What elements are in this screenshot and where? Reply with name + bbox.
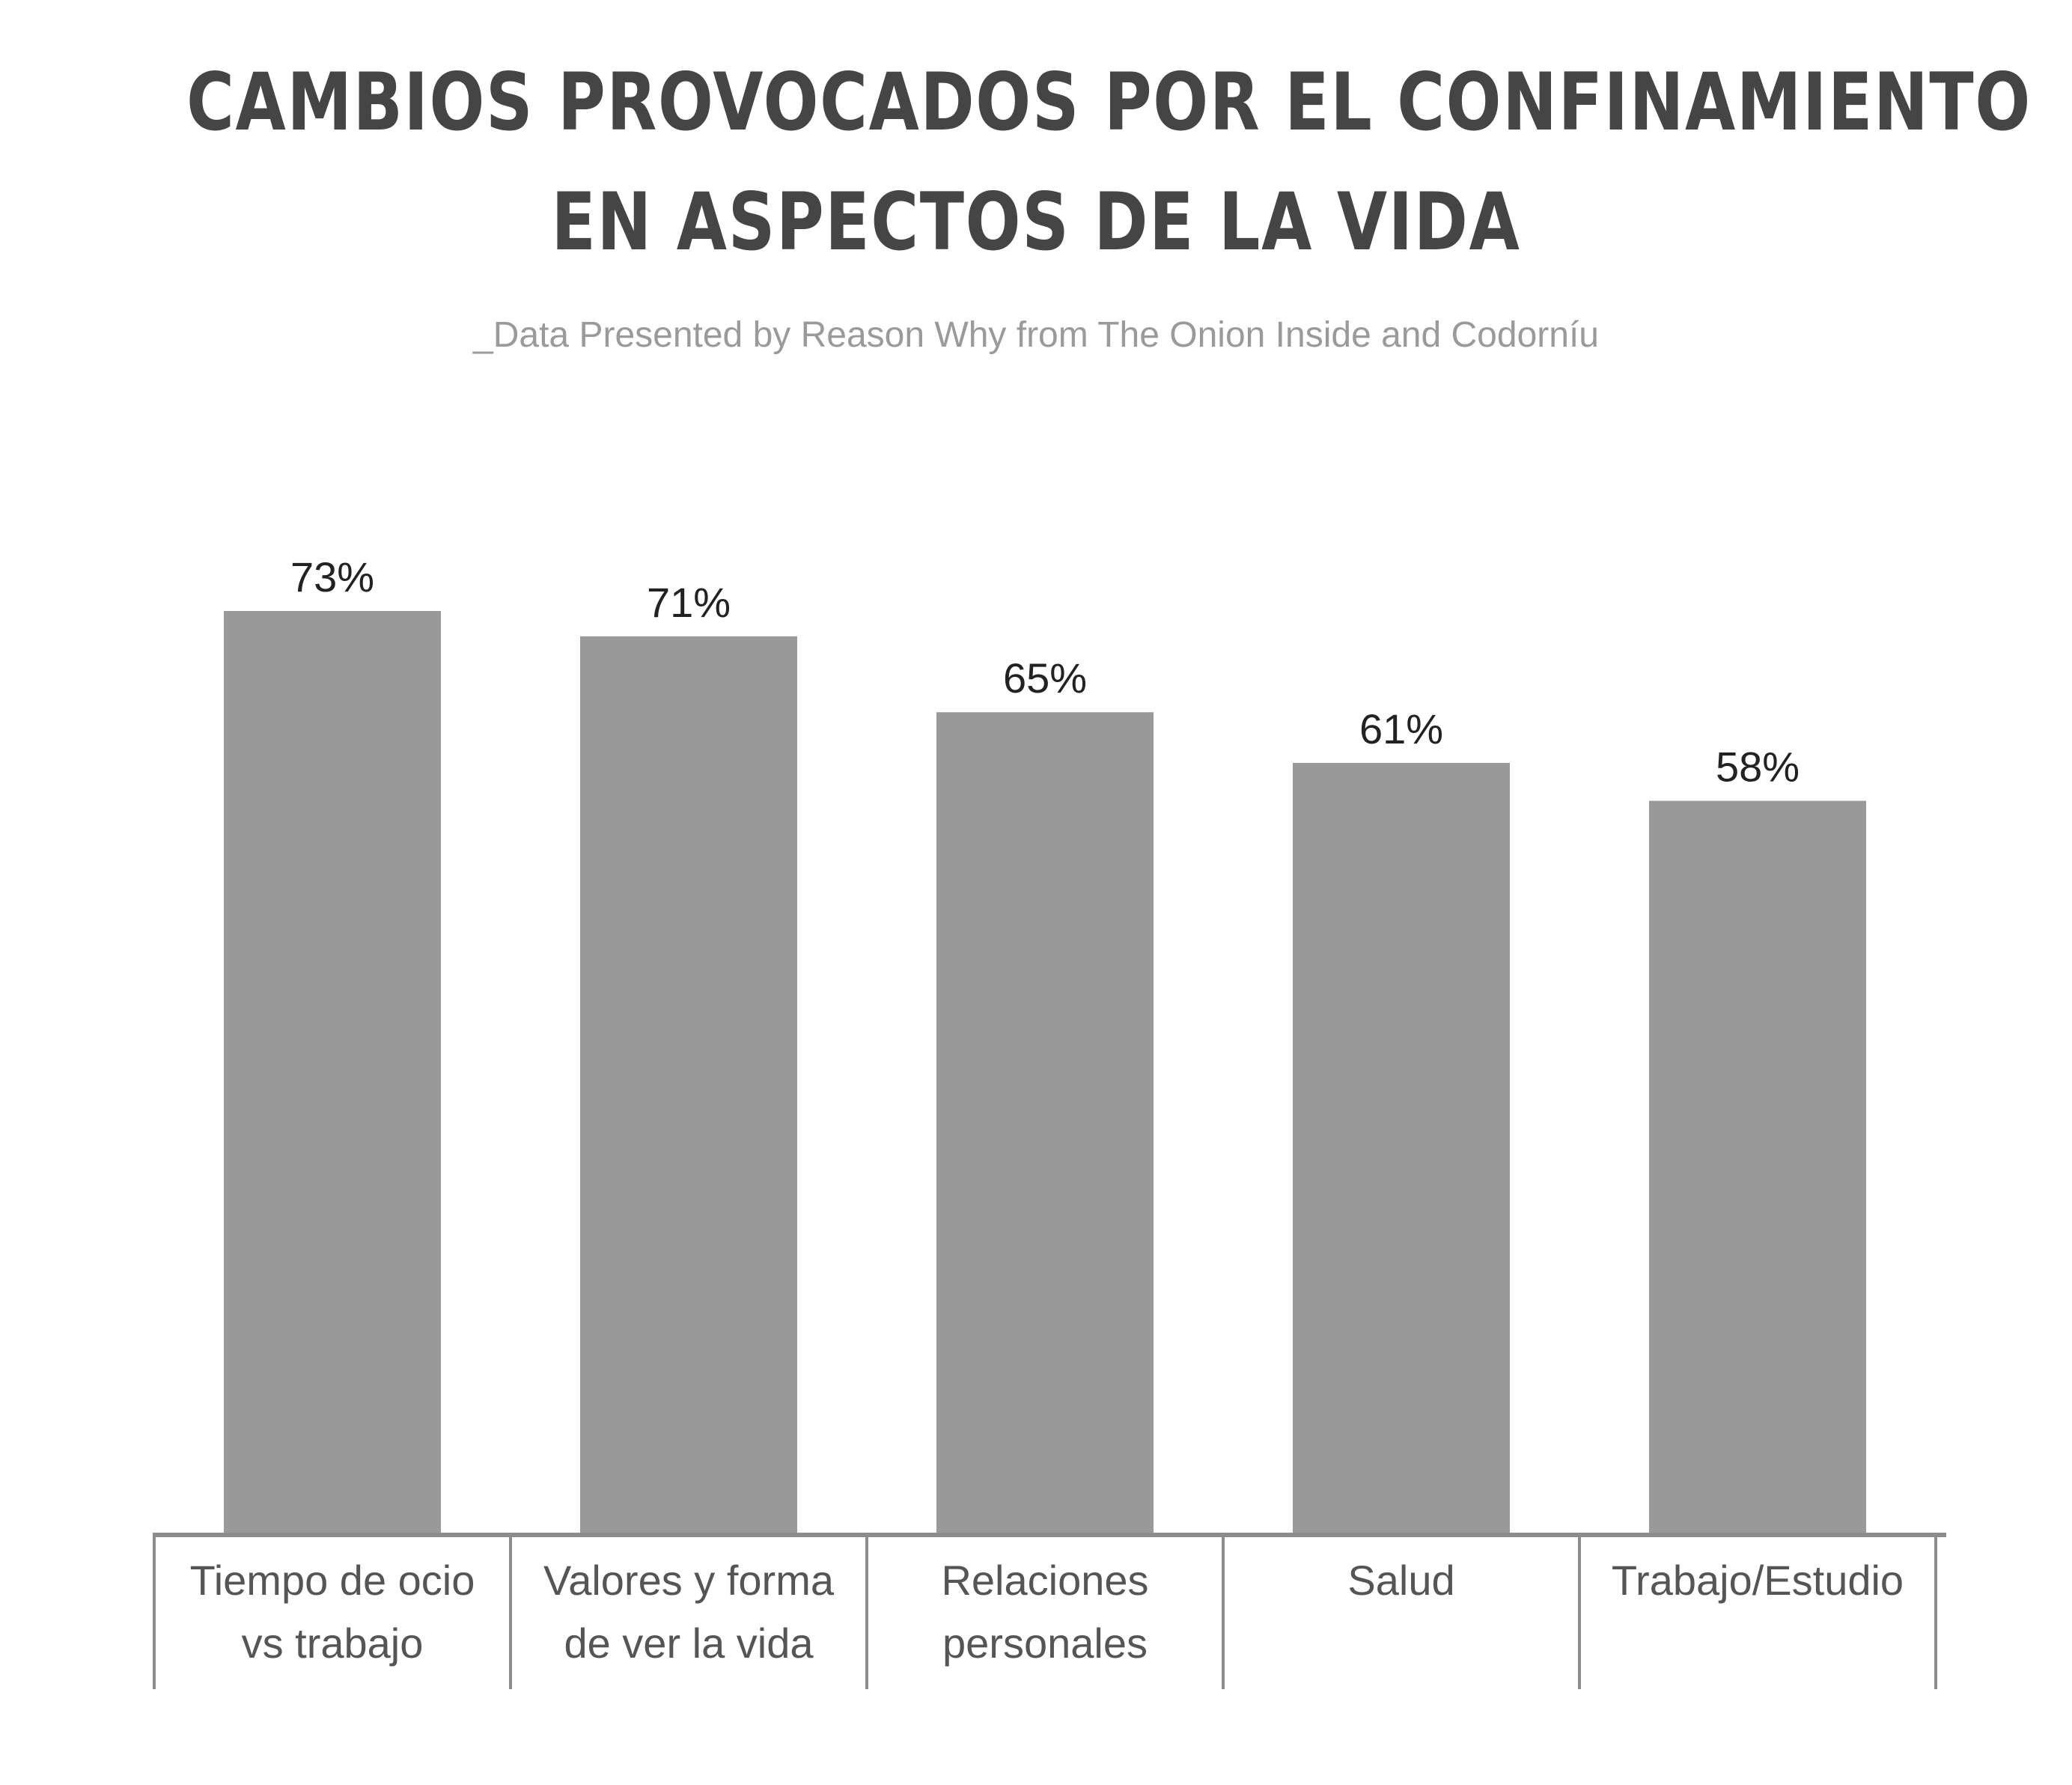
bar [936,712,1154,1535]
data-label: 71% [647,579,731,626]
x-tick-label: Tiempo de ocio [190,1557,475,1604]
data-label: 61% [1359,705,1443,752]
x-tick-label: de ver la vida [564,1620,814,1667]
bar [1293,762,1510,1535]
data-label: 65% [1003,654,1087,702]
chart-subtitle: _Data Presented by Reason Why from The O… [473,315,1599,355]
x-tick-label: vs trabajo [242,1620,424,1667]
bar [580,636,797,1535]
x-tick-label: Salud [1347,1557,1454,1604]
x-tick-label: Valores y forma [543,1557,835,1604]
chart-title-line-1: CAMBIOS PROVOCADOS POR EL CONFINAMIENTO [186,56,2032,148]
chart-title-line-2: EN ASPECTOS DE LA VIDA [551,176,1521,268]
x-tick-label: Relaciones [941,1557,1148,1604]
bar [1649,800,1866,1535]
data-label: 73% [290,553,374,600]
data-label: 58% [1716,744,1800,791]
bar [224,611,441,1535]
x-tick-label: personales [942,1620,1148,1667]
x-tick-label: Trabajo/Estudio [1612,1557,1904,1604]
